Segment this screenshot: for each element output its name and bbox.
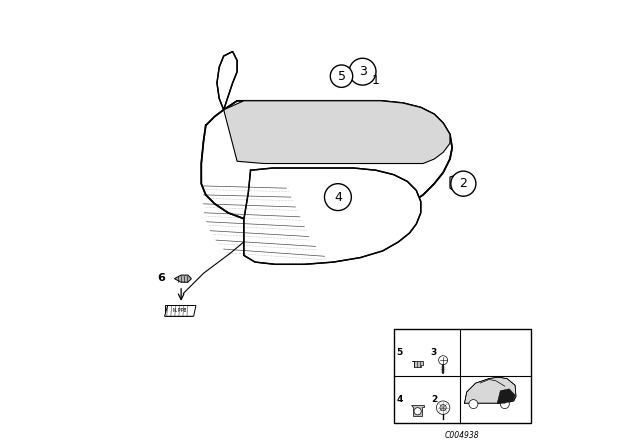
Text: 5: 5	[337, 69, 346, 83]
Bar	[394, 329, 531, 423]
Circle shape	[438, 356, 447, 365]
Text: 4: 4	[397, 395, 403, 405]
Text: 4: 4	[334, 190, 342, 204]
Circle shape	[436, 401, 450, 414]
Text: 2: 2	[431, 395, 437, 405]
Circle shape	[330, 65, 353, 87]
Polygon shape	[165, 305, 192, 316]
Polygon shape	[174, 275, 191, 282]
Text: 6: 6	[157, 273, 165, 283]
Polygon shape	[411, 405, 424, 416]
Polygon shape	[497, 389, 515, 403]
Text: 2: 2	[460, 177, 467, 190]
Circle shape	[440, 405, 446, 411]
Polygon shape	[201, 101, 452, 226]
Circle shape	[349, 58, 376, 85]
Circle shape	[451, 171, 476, 196]
Polygon shape	[223, 101, 450, 164]
Polygon shape	[450, 176, 459, 190]
Circle shape	[414, 408, 421, 415]
Text: 5: 5	[397, 348, 403, 358]
Polygon shape	[244, 168, 421, 264]
Polygon shape	[412, 361, 423, 367]
Circle shape	[500, 400, 509, 409]
Text: 3: 3	[358, 65, 367, 78]
Circle shape	[469, 400, 478, 409]
Circle shape	[324, 184, 351, 211]
Polygon shape	[164, 306, 196, 316]
Text: 1: 1	[372, 74, 380, 87]
Text: 3: 3	[431, 348, 437, 358]
Polygon shape	[217, 52, 237, 110]
Text: C004938: C004938	[445, 431, 479, 440]
Polygon shape	[465, 377, 516, 403]
Text: N.PPB: N.PPB	[173, 308, 188, 314]
